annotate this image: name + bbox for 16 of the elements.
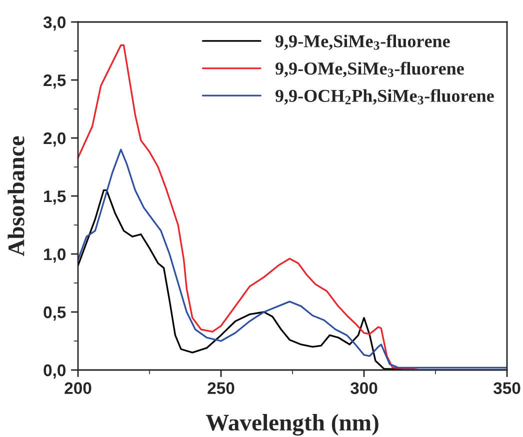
x-axis-title: Wavelength (nm): [206, 414, 378, 436]
y-tick-label: 2,0: [44, 132, 66, 147]
x-tick-label: 300: [350, 382, 378, 394]
legend-label: 9,9-Me,SiMe$_{3}$-fluorene: [275, 34, 450, 50]
y-tick-label: 0,0: [44, 364, 66, 379]
x-tick-label: 250: [208, 382, 234, 394]
y-tick-label: 2,5: [44, 74, 66, 89]
legend-label: 9,9-OCH$_{2}$Ph,SiMe$_{3}$-fluorene: [275, 89, 494, 105]
y-tick-label: 3,0: [43, 16, 66, 31]
x-tick-label: 200: [64, 382, 92, 394]
y-axis-title: Absorbance: [8, 136, 24, 256]
y-tick-label: 0,5: [44, 306, 66, 321]
x-tick-label: 350: [493, 382, 520, 394]
legend-label: 9,9-OMe,SiMe$_{3}$-fluorene: [275, 62, 464, 78]
y-tick-label: 1,0: [44, 248, 66, 263]
y-tick-label: 1,5: [44, 190, 66, 205]
